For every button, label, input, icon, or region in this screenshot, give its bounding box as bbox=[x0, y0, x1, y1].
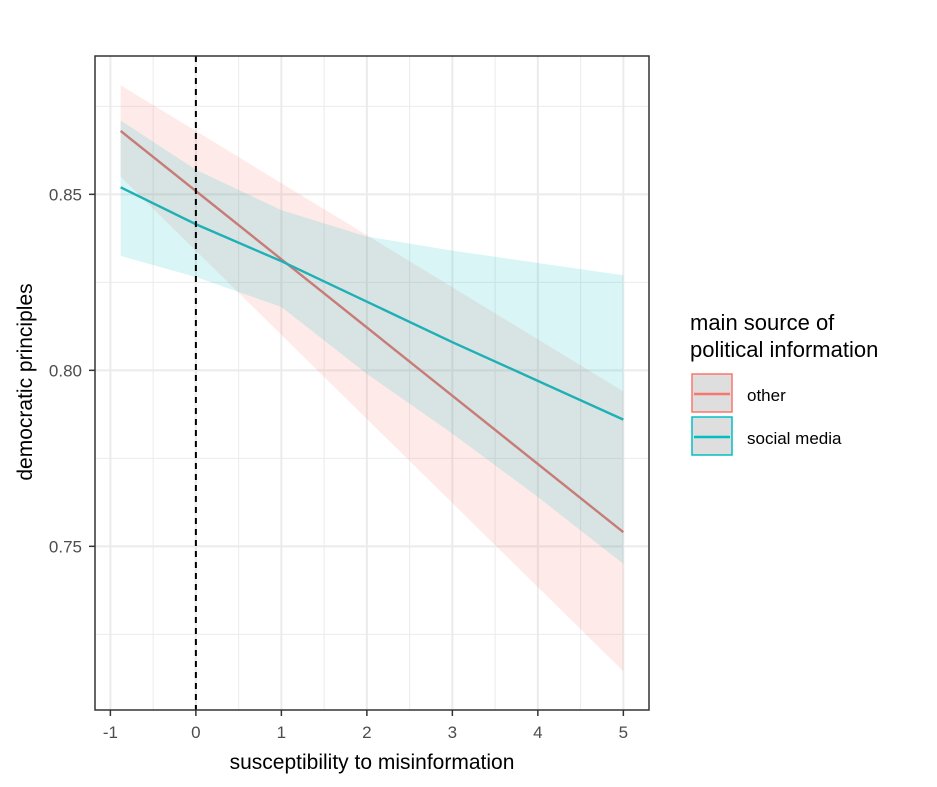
y-axis-ticks: 0.75 0.80 0.85 bbox=[49, 185, 95, 556]
x-axis-ticks: -1 0 1 2 3 4 5 bbox=[103, 710, 628, 742]
legend-key-other bbox=[691, 373, 733, 413]
legend-label: social media bbox=[747, 429, 842, 448]
legend-title-line-2: political information bbox=[690, 337, 878, 362]
series-line-other bbox=[119, 130, 625, 534]
y-tick-label: 0.85 bbox=[49, 185, 82, 204]
x-tick-label: 0 bbox=[191, 723, 200, 742]
major-gridlines bbox=[95, 56, 649, 710]
x-tick-label: 4 bbox=[533, 723, 542, 742]
x-tick-label: 1 bbox=[277, 723, 286, 742]
x-axis-title: susceptibility to misinformation bbox=[230, 751, 515, 774]
y-tick-label: 0.80 bbox=[49, 361, 82, 380]
x-tick-label: 3 bbox=[448, 723, 457, 742]
y-tick-label: 0.75 bbox=[49, 537, 82, 556]
legend-label: other bbox=[747, 386, 786, 405]
legend-title-line-1: main source of bbox=[690, 310, 835, 335]
x-tick-label: -1 bbox=[103, 723, 118, 742]
y-axis-title: democratic principles bbox=[14, 283, 37, 480]
x-tick-label: 2 bbox=[362, 723, 371, 742]
legend: main source of political information oth… bbox=[690, 310, 878, 456]
legend-items: other social media bbox=[691, 373, 842, 456]
minor-gridlines bbox=[95, 56, 649, 710]
x-tick-label: 5 bbox=[619, 723, 628, 742]
plot-panel-border bbox=[94, 55, 650, 711]
legend-key-social-media bbox=[691, 416, 733, 456]
